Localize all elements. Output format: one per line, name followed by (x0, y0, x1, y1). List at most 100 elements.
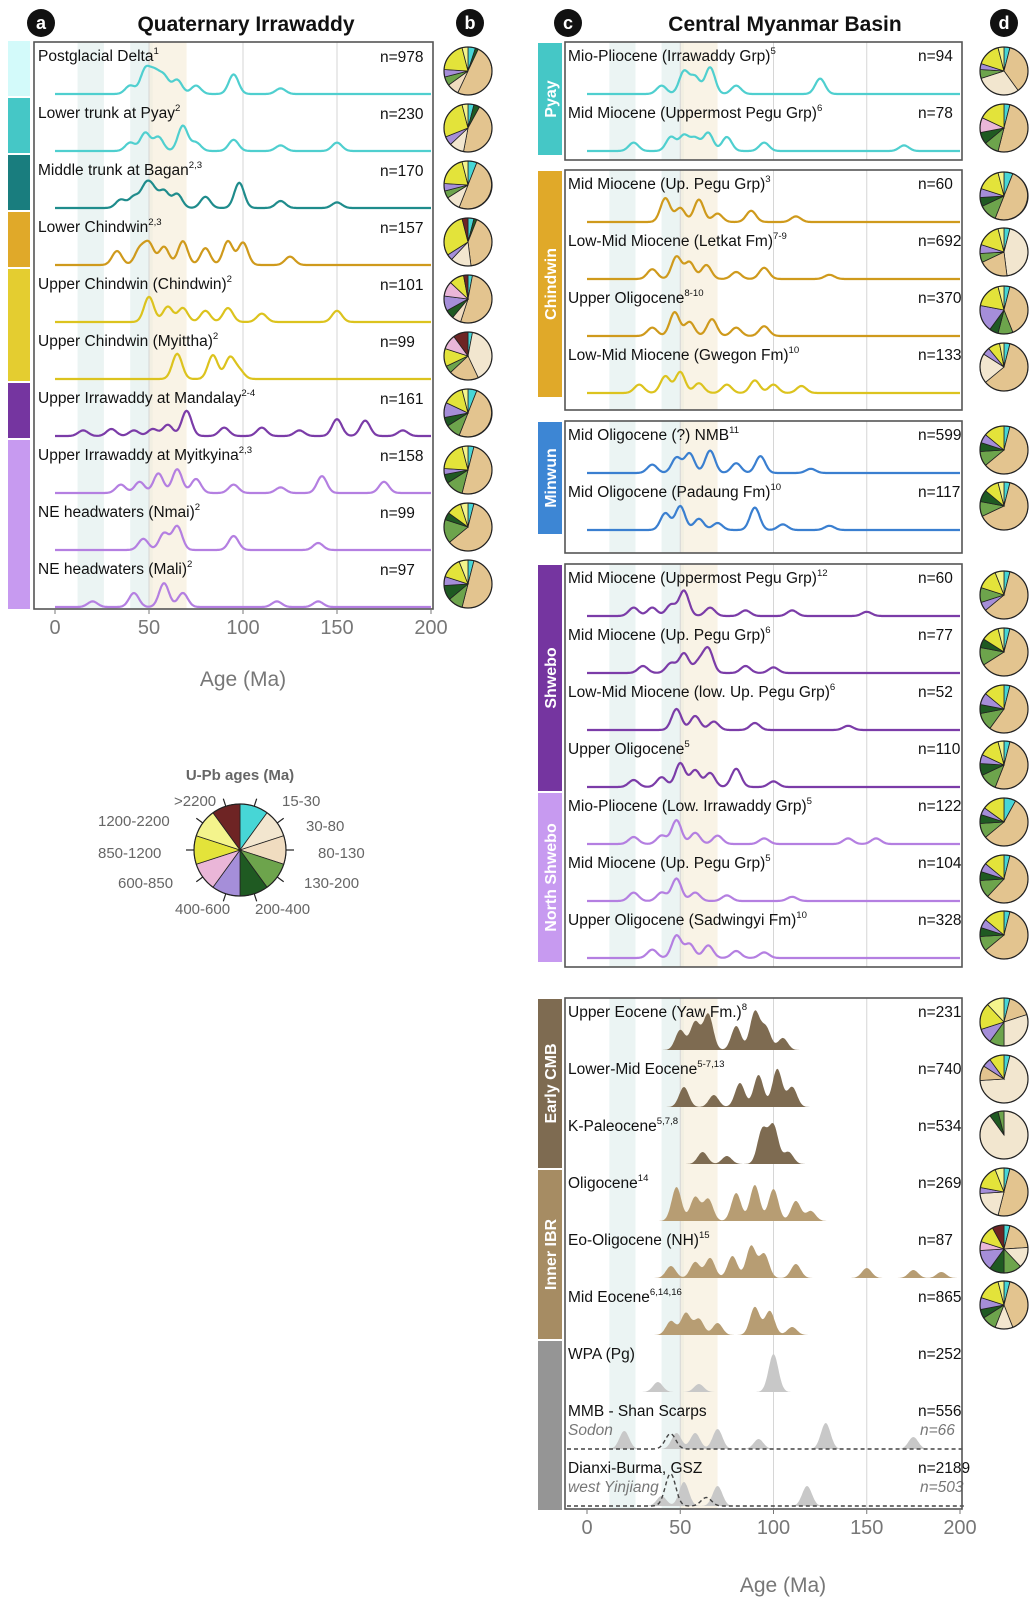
density-fill (587, 1185, 960, 1221)
tick-label: 150 (320, 617, 353, 639)
group-color-strip (538, 422, 562, 534)
series-label: NE headwaters (Mali)2 (38, 559, 192, 578)
pie-outline (443, 274, 493, 324)
pie-outline (443, 217, 493, 267)
age-pie (979, 997, 1029, 1047)
panel-a-plot: Postglacial Delta1 n=978 Lower trunk at Py… (8, 41, 448, 639)
sample-count: n=328 (918, 912, 962, 929)
age-pie (443, 559, 493, 609)
age-band (609, 564, 636, 967)
sample-count: n=252 (918, 1346, 962, 1363)
density-fill (587, 1010, 960, 1050)
series-row: Upper Oligocene (Sadwingyi Fm)10 n=328 (568, 910, 962, 960)
series-label: Middle trunk at Bagan2,3 (38, 160, 202, 179)
density-curve (587, 255, 960, 281)
sample-count: n=97 (380, 562, 415, 579)
group-color-strip (538, 565, 562, 791)
pie-outline (979, 285, 1029, 335)
legend-tick (253, 893, 258, 902)
plot-frame (33, 41, 434, 610)
plot-frame (564, 169, 963, 411)
age-band (661, 42, 684, 160)
density-fill (587, 1306, 960, 1335)
group-color-strip (8, 383, 30, 438)
group-label: Minwun (543, 448, 560, 508)
series-label: Mid Oligocene (?) NMB11 (568, 425, 739, 444)
sub-label: Sodon (568, 1422, 613, 1439)
series-label: Lower-Mid Eocene5-7,13 (568, 1059, 724, 1078)
sample-count: n=157 (380, 220, 424, 237)
pie-outline (443, 559, 493, 609)
series-row: Eo-Oligocene (NH)15 n=87 (568, 1230, 960, 1278)
age-pie (979, 684, 1029, 734)
plot-frame (564, 563, 963, 968)
series-row: Mid Miocene (Up. Pegu Grp)3 n=60 (568, 174, 960, 224)
pie-outline (979, 997, 1029, 1047)
sample-count: n=2189 (918, 1460, 970, 1477)
series-label: Mio-Pliocene (Low. Irrawaddy Grp)5 (568, 796, 812, 815)
sample-count: n=161 (380, 391, 424, 408)
series-label: MMB - Shan Scarps (568, 1403, 707, 1420)
legend-tick (195, 817, 204, 824)
tick-label: 200 (943, 1517, 976, 1539)
series-row: MMB - Shan Scarps n=556 Sodon n=66 (567, 1403, 965, 1450)
sample-count: n=740 (918, 1061, 962, 1078)
series-label: Upper Irrawaddy at Mandalay2-4 (38, 388, 256, 407)
series-row: Low-Mid Miocene (Gwegon Fm)10 n=133 (568, 345, 962, 395)
density-fill (587, 1423, 960, 1449)
series-label: Mid Miocene (Uppermost Pegu Grp)6 (568, 103, 822, 122)
sample-count: n=865 (918, 1289, 962, 1306)
sample-count: n=117 (918, 484, 960, 501)
sample-count: n=133 (918, 347, 962, 364)
age-band (609, 170, 636, 410)
plot-frame (564, 997, 963, 1510)
density-curve (587, 66, 960, 96)
density-fill (587, 1123, 960, 1164)
density-curve (587, 761, 960, 789)
density-curve (55, 295, 431, 324)
density-curve (55, 409, 431, 438)
age-pie (979, 227, 1029, 277)
group-label: Early CMB (543, 1043, 560, 1123)
legend-tick (276, 817, 285, 824)
age-band (680, 998, 718, 1509)
age-band (661, 170, 684, 410)
age-band (77, 42, 104, 609)
sample-count: n=534 (918, 1118, 962, 1135)
age-band (609, 42, 636, 160)
age-pie (979, 1054, 1029, 1104)
tick-label: 50 (669, 1517, 691, 1539)
density-curve (55, 524, 431, 552)
series-label: Upper Irrawaddy at Myitkyina2,3 (38, 445, 252, 464)
age-band (661, 998, 684, 1509)
pie-outline (979, 684, 1029, 734)
age-pie (443, 46, 493, 96)
sample-count: n=101 (380, 277, 424, 294)
age-pie (443, 502, 493, 552)
group-color-strip (538, 171, 562, 397)
pie-outline (979, 1110, 1029, 1160)
panel-letter-badge (554, 9, 582, 37)
series-label: Lower Chindwin2,3 (38, 217, 162, 236)
age-pie (979, 1167, 1029, 1217)
series-row: Upper Irrawaddy at Myitkyina2,3 n=158 (38, 445, 431, 495)
panel-letter-a: a (36, 13, 47, 33)
age-pie (443, 388, 493, 438)
series-row: Upper Irrawaddy at Mandalay2-4 n=161 (38, 388, 431, 438)
series-label: Upper Chindwin (Chindwin)2 (38, 274, 232, 293)
pie-outline (979, 1280, 1029, 1330)
density-curve (587, 131, 960, 153)
pie-outline (979, 1224, 1029, 1274)
density-fill (587, 1245, 960, 1278)
age-legend: U-Pb ages (Ma) 15-30 30-80 80-130 130-20… (98, 767, 365, 918)
sample-count: n=599 (918, 427, 962, 444)
legend-tick (195, 876, 204, 883)
legend-label: >2200 (174, 793, 216, 810)
age-pie (443, 274, 493, 324)
sample-count: n=978 (380, 49, 424, 66)
density-fill (587, 1354, 960, 1392)
pie-outline (979, 627, 1029, 677)
series-row: Upper Eocene (Yaw Fm.)8 n=231 (568, 1002, 962, 1050)
density-curve (587, 370, 960, 395)
tick-label: 0 (581, 1517, 592, 1539)
